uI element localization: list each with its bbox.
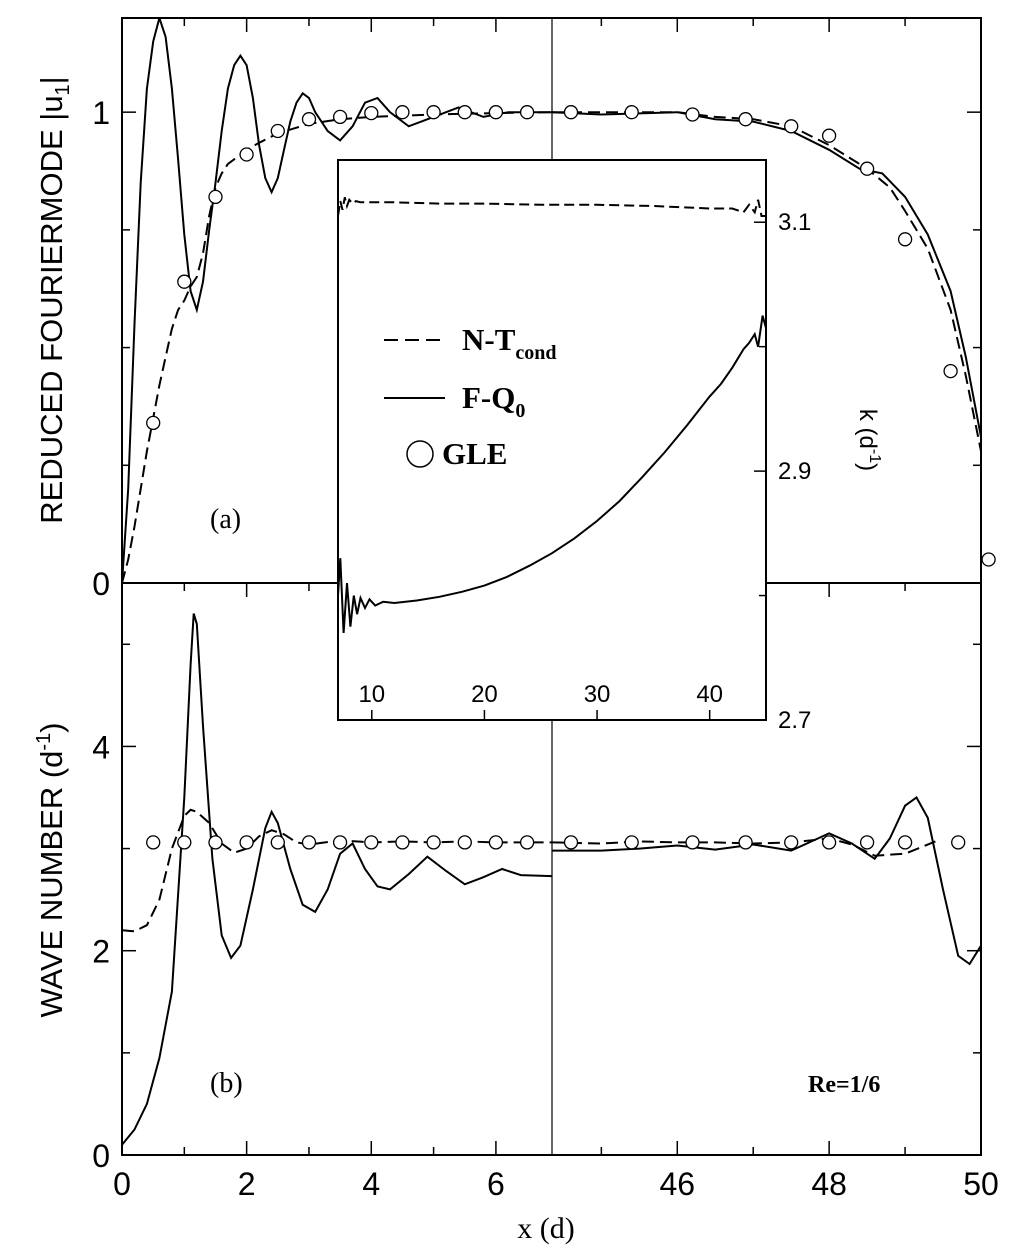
legend-circle-swatch <box>406 440 434 468</box>
panel-a-gle-point <box>488 105 504 120</box>
panel-b-gle-point <box>563 835 579 850</box>
inset-y-axis-label-end: ) <box>854 463 881 471</box>
panel-b-gle-point <box>897 835 913 850</box>
panel-b-gle-point <box>364 835 379 850</box>
panel-a-gle-point <box>563 105 579 120</box>
inset-ytick-label: 2.9 <box>778 458 811 485</box>
y-axis-label-b: WAVE NUMBER (d-1) <box>33 722 69 1017</box>
panel-a-gle-point <box>624 105 639 120</box>
y-axis-label-a-sub: 1 <box>52 84 74 95</box>
y-axis-label-a-text: REDUCED FOURIERMODE |u <box>34 95 69 523</box>
panel-a-gle-point <box>364 105 379 121</box>
inset-xtick-label: 10 <box>358 681 385 708</box>
inset-ytick-label: 2.7 <box>778 707 811 734</box>
y-axis-label-b-sup: -1 <box>33 733 55 751</box>
y-axis-label-b-end: ) <box>34 722 69 732</box>
panel-a-gle-point <box>270 123 285 139</box>
panel-b-gle-point <box>951 835 966 850</box>
panel-b-gle-point <box>488 835 504 850</box>
panel-a-gle-point <box>943 363 958 379</box>
legend-fq-name: F-Q <box>462 380 515 415</box>
y-axis-label-a-end: | <box>34 76 69 84</box>
inset-y-axis-label-sup: -1 <box>866 449 883 463</box>
panel-a-gle-point <box>981 552 996 567</box>
inset-plot: 10 20 30 40 2.7 2.9 3.1 <box>337 197 811 734</box>
panel-b-gle-point <box>859 835 875 850</box>
x-tick-label: 0 <box>113 1166 131 1202</box>
panel-a-gle-point <box>146 415 161 431</box>
panel-a-ytick-label: 1 <box>92 95 110 131</box>
inset-ytick-label: 3.1 <box>778 209 811 236</box>
panel-b-gle-point <box>457 835 472 850</box>
inset-frame <box>337 159 767 721</box>
panel-a-gle-point <box>784 119 799 134</box>
inset-xtick-label: 30 <box>584 681 611 708</box>
legend-fq-sub: 0 <box>515 400 525 422</box>
panel-a-gle-point <box>685 107 700 122</box>
panel-b-gle-point <box>821 835 837 850</box>
inset-xtick-label: 40 <box>696 681 723 708</box>
panel-b-gle-point <box>239 835 254 850</box>
panel-a-gle-point <box>239 147 254 162</box>
x-tick-label: 6 <box>487 1166 505 1202</box>
inset-fq-line <box>337 315 767 633</box>
panel-a-gle-point <box>859 161 875 176</box>
panel-b-nt-line <box>122 808 936 933</box>
x-tick-label: 48 <box>811 1166 847 1202</box>
x-tick-label: 2 <box>238 1166 256 1202</box>
panel-a-gle-point <box>519 105 535 120</box>
inset-y-axis-label-text: k (d <box>854 409 881 449</box>
panel-a-plot <box>122 18 996 583</box>
inset-y-axis-label: k (d-1) <box>854 409 883 471</box>
panel-b-gle-point <box>177 835 192 850</box>
x-tick-label: 4 <box>362 1166 380 1202</box>
panel-b-gle-point <box>624 835 639 850</box>
panel-a-gle-point <box>177 274 192 289</box>
panel-a-gle-point <box>395 105 410 120</box>
panel-b-gle-point <box>426 835 441 850</box>
x-axis-label: x (d) <box>517 1212 574 1245</box>
panel-b-gle-point <box>332 835 348 850</box>
inset-xtick-label: 20 <box>471 681 498 708</box>
panel-b-gle-point <box>519 835 535 850</box>
panel-b-gle-point <box>208 835 223 850</box>
panel-b-gle-point <box>784 835 799 850</box>
legend-nt-label: N-Tcond <box>462 322 557 364</box>
y-axis-label-b-text: WAVE NUMBER (d <box>34 751 69 1018</box>
panel-b-gle-point <box>685 835 700 850</box>
y-axis-label-a: REDUCED FOURIERMODE |u1| <box>34 76 74 524</box>
panel-a-gle-point <box>426 105 441 120</box>
panel-a-gle-point <box>821 128 837 143</box>
legend-nt-name: N-T <box>462 322 516 357</box>
panel-a-gle-point <box>897 232 913 247</box>
reynolds-annotation: Re=1/6 <box>808 1072 880 1098</box>
panel-b-gle-point <box>738 835 753 850</box>
panel-b-ytick-label: 4 <box>92 729 110 765</box>
x-tick-label: 46 <box>659 1166 695 1202</box>
panel-b-gle-point <box>270 835 285 850</box>
legend-gle-label: GLE <box>442 436 507 471</box>
panel-b-gle-point <box>301 835 317 850</box>
legend-fq-label: F-Q0 <box>462 380 525 422</box>
legend-nt-sub: cond <box>515 342 556 364</box>
panel-b-gle-point <box>146 835 161 850</box>
panel-a-gle-point <box>738 112 753 127</box>
panel-b-plot <box>122 613 981 1146</box>
panel-a-label: (a) <box>210 504 241 535</box>
panel-a-gle-point <box>332 109 348 125</box>
x-tick-label: 50 <box>963 1166 999 1202</box>
panel-a-gle-point <box>301 112 317 127</box>
panel-b-gle-point <box>395 835 410 850</box>
inset-legend: N-Tcond F-Q0 GLE <box>384 322 557 471</box>
panel-b-label: (b) <box>210 1068 243 1099</box>
panel-a-gle-point <box>208 189 223 205</box>
panel-a-gle-point <box>457 105 472 120</box>
panel-a-ytick-label: 0 <box>92 566 110 602</box>
panel-b-ytick-label: 2 <box>92 934 110 970</box>
panel-b-fq-line <box>122 613 981 1146</box>
panel-b-ytick-label: 0 <box>92 1138 110 1174</box>
